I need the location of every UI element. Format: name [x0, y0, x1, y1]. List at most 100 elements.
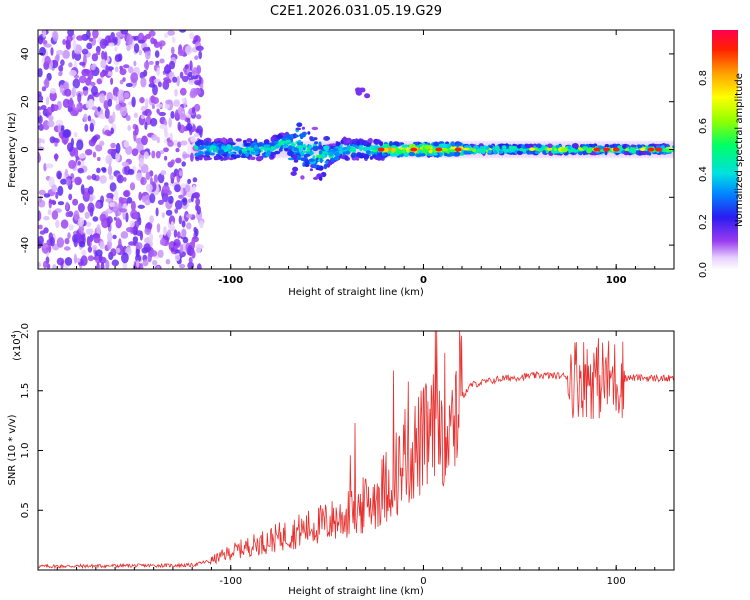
heatmap-noise-cell — [174, 254, 181, 262]
heatmap-noise-cell — [139, 157, 145, 167]
heatmap-noise-cell — [39, 195, 42, 203]
heatmap-noise-cell — [64, 168, 68, 177]
heatmap-noise-cell — [71, 86, 76, 98]
heatmap-noise-cell — [173, 139, 179, 147]
heatmap-signal-cell — [319, 157, 323, 164]
heatmap-noise-cell — [193, 132, 200, 138]
heatmap-noise-cell — [123, 177, 127, 182]
heatmap-peak-cell — [593, 147, 601, 152]
heatmap-noise-cell — [99, 71, 105, 78]
heatmap-signal-cell — [406, 148, 410, 153]
heatmap-signal-cell — [198, 145, 205, 150]
heatmap-signal-cell — [355, 156, 360, 161]
colorbar-tick-label: 0.8 — [698, 70, 709, 86]
heatmap-signal-cell — [433, 141, 440, 147]
heatmap-signal-cell — [300, 135, 304, 140]
heatmap-noise-cell — [133, 43, 140, 54]
heatmap-noise-cell — [38, 115, 43, 125]
heatmap-noise-cell — [89, 196, 94, 202]
heatmap-signal-cell — [449, 149, 456, 153]
heatmap-signal-cell — [506, 150, 510, 153]
heatmap-noise-cell — [92, 216, 99, 222]
heatmap-noise-cell — [151, 134, 158, 141]
heatmap-y-tick-label: 40 — [20, 48, 31, 61]
heatmap-noise-cell — [114, 46, 118, 52]
heatmap-noise-cell — [100, 262, 105, 269]
heatmap-signal-cell — [359, 145, 363, 152]
heatmap-signal-cell — [665, 149, 671, 153]
heatmap-noise-cell — [77, 161, 81, 166]
heatmap-noise-cell — [96, 167, 101, 174]
heatmap-noise-cell — [145, 183, 153, 193]
colorbar: 0.0 0.2 0.4 0.6 0.8 Normalized spectral ampl… — [698, 30, 745, 278]
snr-panel: -100 0 100 0.5 1.0 1.5 2.0 Height of straight… — [7, 323, 675, 597]
heatmap-signal-cell — [639, 148, 646, 151]
heatmap-noise-cell — [156, 136, 160, 144]
heatmap-noise-cell — [199, 83, 204, 90]
heatmap-signal-cell — [424, 144, 431, 150]
heatmap-noise-cell — [180, 186, 184, 197]
heatmap-noise-cell — [76, 35, 84, 41]
heatmap-noise-cell — [108, 42, 115, 47]
heatmap-peak-cell — [603, 147, 611, 152]
heatmap-noise-cell — [125, 82, 133, 88]
heatmap-noise-cell — [57, 123, 62, 133]
heatmap-signal-cell — [301, 131, 307, 136]
heatmap-noise-cell — [168, 195, 174, 204]
heatmap-signal-cell — [324, 136, 330, 141]
heatmap-signal-cell — [290, 171, 297, 177]
heatmap-noise-cell — [164, 32, 169, 39]
heatmap-noise-cell — [119, 105, 128, 117]
heatmap-noise-cell — [105, 197, 113, 203]
heatmap-noise-cell — [85, 149, 93, 156]
heatmap-signal-cell — [257, 144, 263, 147]
heatmap-noise-cell — [72, 198, 79, 206]
heatmap-noise-cell — [157, 81, 162, 88]
heatmap-noise-cell — [74, 176, 82, 186]
heatmap-noise-cell — [165, 64, 170, 71]
heatmap-noise-cell — [73, 253, 77, 264]
heatmap-noise-cell — [155, 60, 160, 65]
heatmap-noise-cell — [175, 157, 182, 164]
heatmap-signal-cell — [529, 147, 535, 151]
heatmap-signal-cell — [294, 134, 299, 138]
heatmap-noise-cell — [194, 80, 202, 86]
heatmap-noise-cell — [157, 199, 164, 205]
colorbar-tick-label: 0.6 — [698, 118, 709, 134]
heatmap-noise-cell — [77, 203, 85, 213]
heatmap-signal-cell — [222, 154, 228, 157]
heatmap-noise-cell — [181, 161, 186, 167]
heatmap-signal-cell — [377, 156, 381, 161]
heatmap-noise-cell — [177, 121, 181, 131]
heatmap-signal-cell — [367, 147, 374, 151]
heatmap-noise-cell — [140, 77, 147, 88]
heatmap-signal-cell — [342, 151, 346, 157]
heatmap-noise-cell — [56, 257, 65, 266]
heatmap-signal-cell — [301, 126, 305, 130]
heatmap-noise-cell — [57, 201, 65, 206]
heatmap-noise-cell — [85, 221, 92, 228]
heatmap-noise-cell — [129, 220, 135, 228]
heatmap-signal-cell — [537, 143, 542, 149]
heatmap-signal-cell — [471, 148, 477, 152]
heatmap-signal-cell — [609, 144, 616, 149]
heatmap-noise-cell — [114, 54, 122, 62]
heatmap-signal-cell — [457, 142, 463, 146]
heatmap-noise-cell — [73, 132, 78, 138]
heatmap-noise-cell — [161, 192, 169, 203]
heatmap-signal-cell — [571, 143, 579, 149]
heatmap-noise-cell — [44, 78, 50, 89]
heatmap-noise-cell — [105, 64, 109, 75]
snr-y-tick-label: 2.0 — [20, 323, 31, 339]
heatmap-signal-cell — [358, 154, 365, 159]
heatmap-noise-cell — [106, 239, 112, 250]
heatmap-signal-cell — [276, 134, 283, 139]
heatmap-noise-cell — [163, 226, 167, 236]
heatmap-signal-cell — [419, 143, 423, 147]
heatmap-signal-cell — [300, 175, 305, 180]
heatmap-noise-cell — [156, 265, 160, 269]
heatmap-noise-cell — [155, 150, 161, 159]
heatmap-noise-cell — [62, 129, 71, 138]
heatmap-noise-cell — [76, 139, 84, 151]
heatmap-noise-cell — [186, 222, 192, 230]
